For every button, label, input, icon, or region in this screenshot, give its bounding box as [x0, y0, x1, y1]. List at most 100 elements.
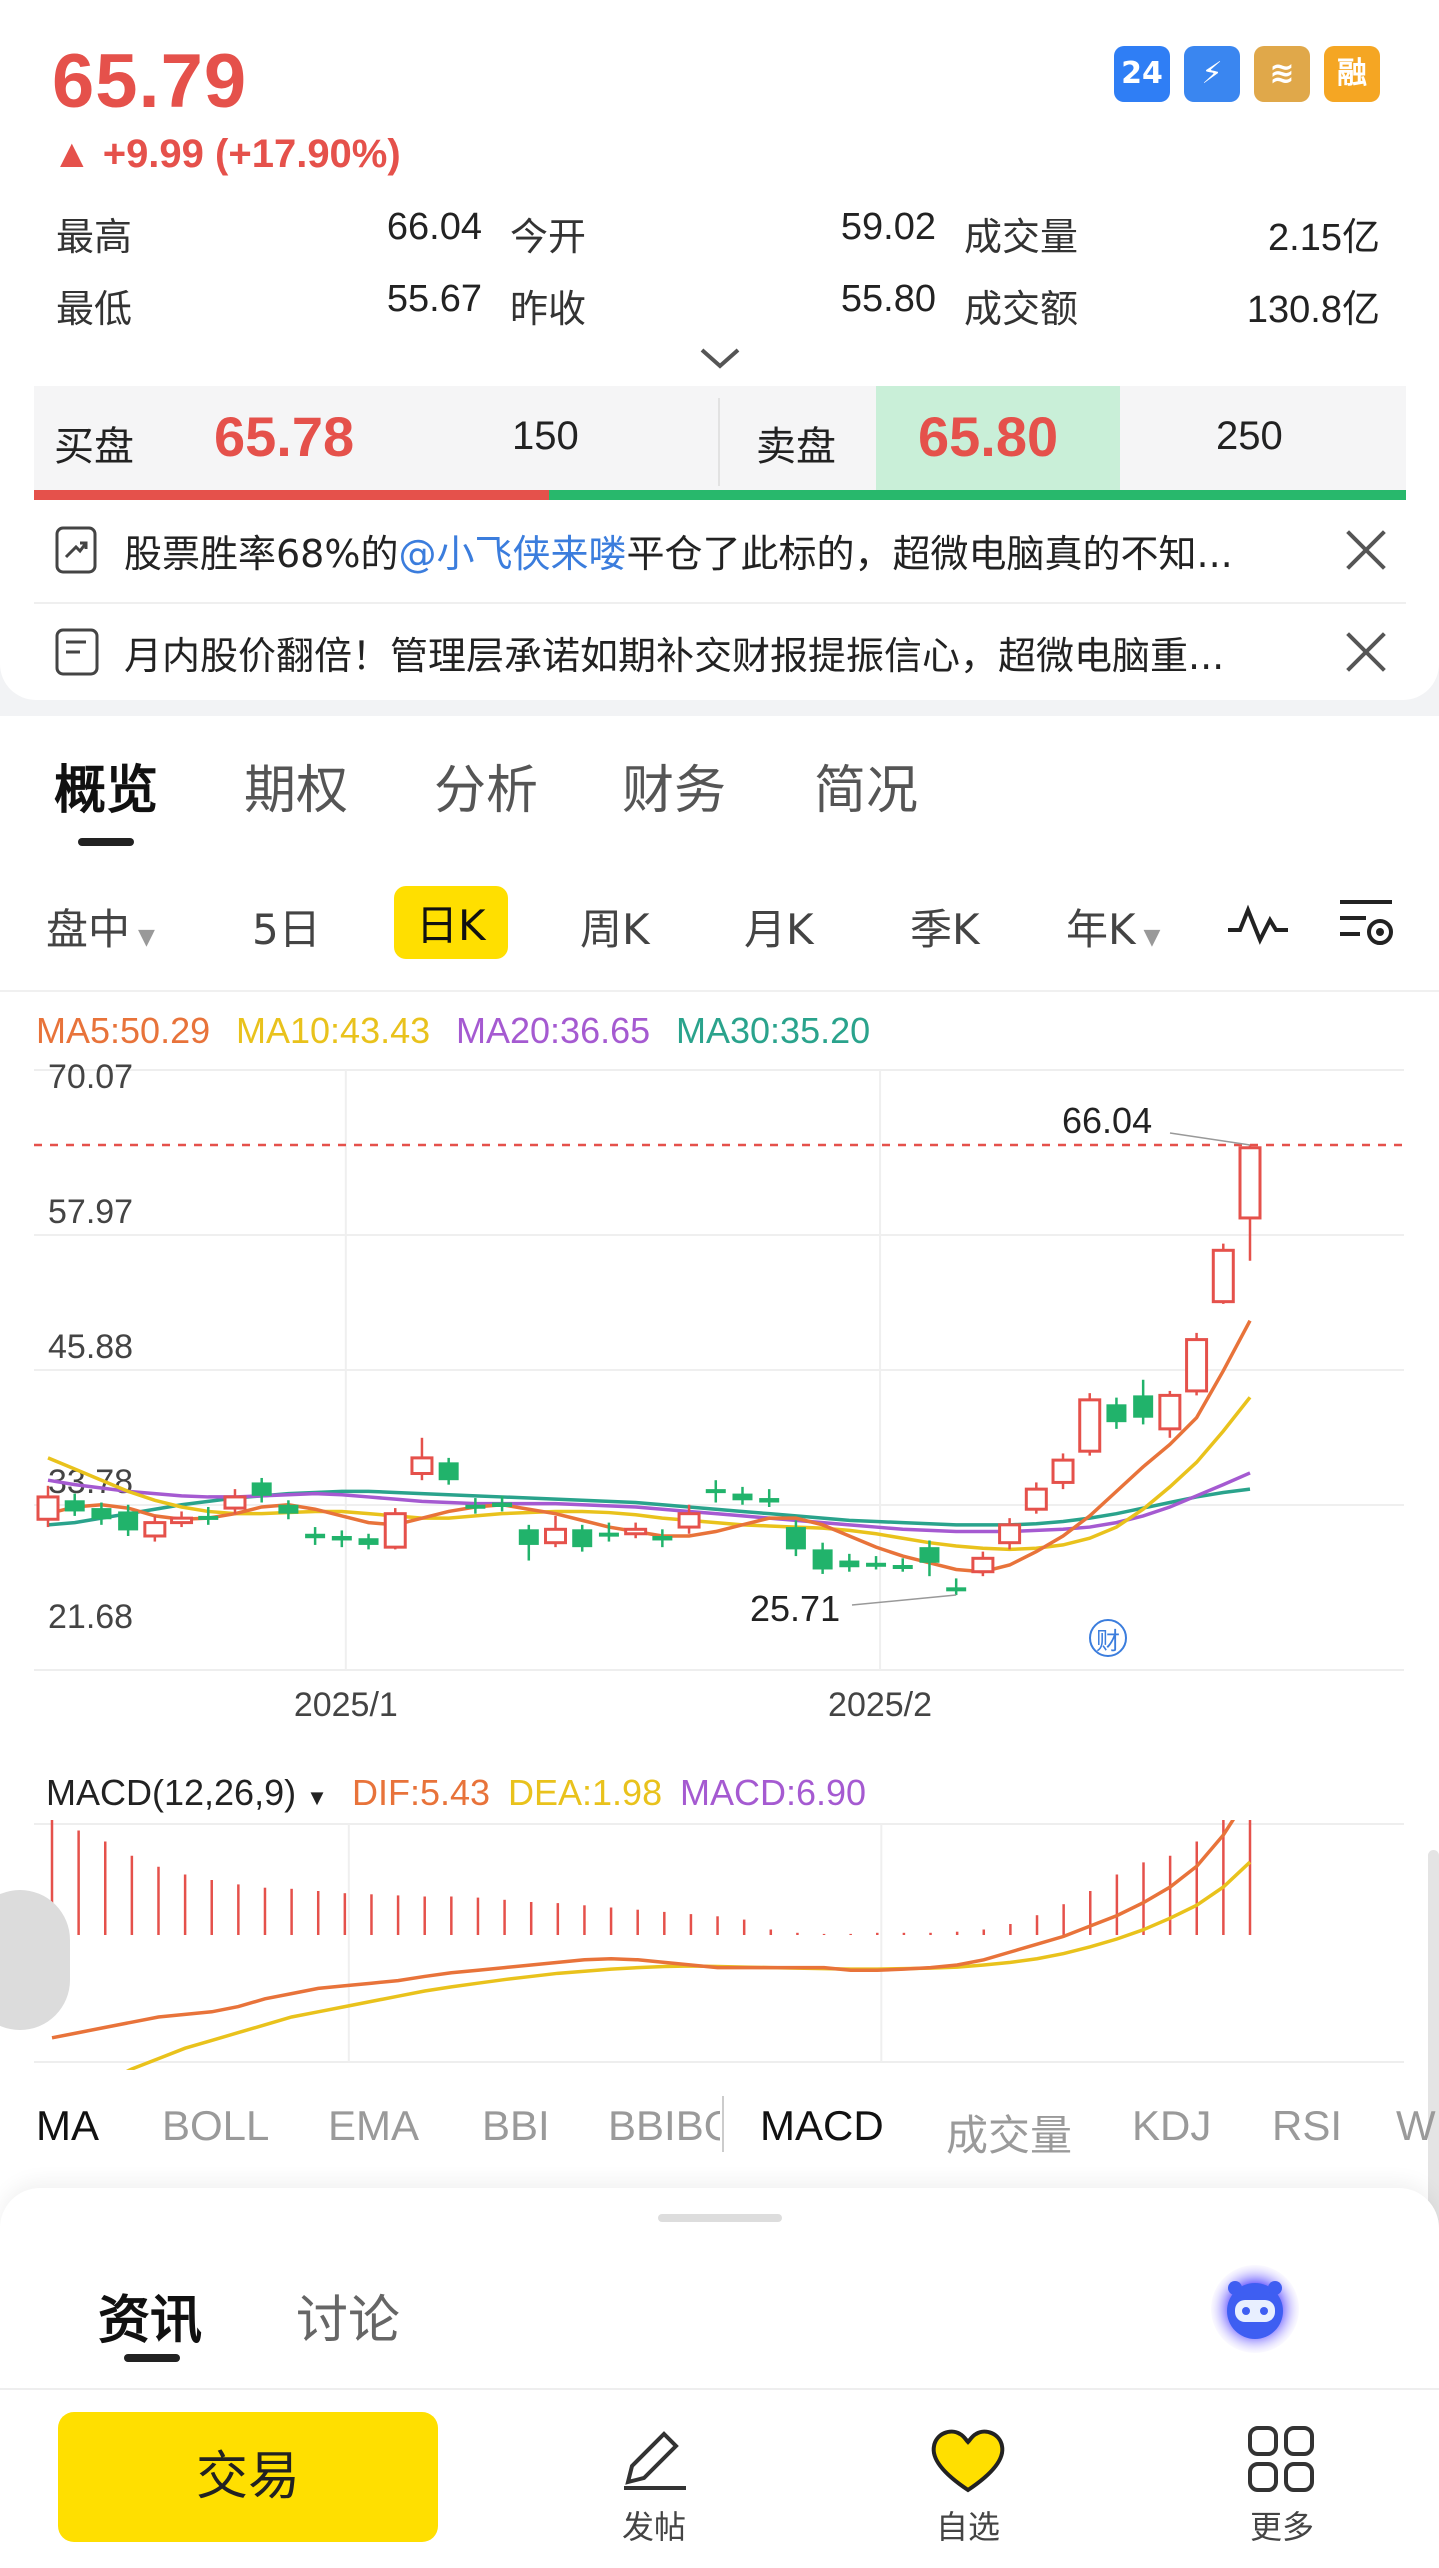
sheet-drag-handle[interactable]	[658, 2214, 782, 2222]
layers-badge-icon[interactable]: ≋	[1254, 46, 1310, 102]
chart-style-icon[interactable]	[1226, 900, 1290, 948]
candle-body	[1024, 1487, 1048, 1511]
candle-body	[812, 1549, 833, 1570]
indicator-ma[interactable]: MA	[36, 2102, 99, 2149]
ktab-week-k[interactable]: 周K	[580, 905, 650, 954]
pen-edit-icon[interactable]	[614, 2424, 694, 2494]
indicator-volume[interactable]: 成交量	[946, 2112, 1073, 2159]
indicator-rsi[interactable]: RSI	[1272, 2102, 1343, 2149]
news-document-icon	[55, 628, 99, 676]
last-price: 65.79	[52, 39, 248, 124]
candle-body	[1211, 1248, 1235, 1304]
ma30-legend: MA30:35.20	[676, 1010, 871, 1051]
indicator-kdj[interactable]: KDJ	[1132, 2102, 1212, 2149]
ktab-intraday[interactable]: 盘中 ▼	[46, 896, 155, 957]
chart-settings-icon[interactable]	[1336, 896, 1398, 952]
ktab-5day[interactable]: 5日	[252, 905, 321, 954]
candle-body	[971, 1556, 995, 1574]
indicator-bbi[interactable]: BBI	[482, 2102, 550, 2149]
ma10-line	[47, 1396, 1252, 1552]
candle-body	[198, 1515, 219, 1520]
indicator-boll[interactable]: BOLL	[162, 2102, 270, 2149]
notice-row[interactable]: 月内股价翻倍！管理层承诺如期补交财报提振信心，超微电脑重...	[34, 602, 1406, 702]
ai-assistant-robot-icon[interactable]	[1210, 2264, 1300, 2354]
macd-chart[interactable]	[0, 1820, 1439, 2070]
macd-value-legend: MACD:6.90	[680, 1772, 867, 1813]
macd-title-label: MACD(12,26,9)	[46, 1772, 297, 1813]
scrollbar[interactable]	[1428, 1850, 1439, 2410]
low-annotation: 25.71	[750, 1588, 840, 1629]
candle-body	[785, 1527, 806, 1550]
heart-watchlist-icon[interactable]	[928, 2426, 1008, 2496]
stat-label-low: 最低	[56, 287, 133, 331]
indicator-bbibo[interactable]: BBIBO	[608, 2102, 720, 2149]
lightning-badge-icon[interactable]: ⚡	[1184, 46, 1240, 102]
high-annotation-leader	[1169, 1132, 1251, 1146]
tab-analysis[interactable]: 分析	[434, 761, 539, 821]
candle-body	[170, 1516, 194, 1525]
bid-quantity: 150	[512, 414, 579, 458]
candle-body	[118, 1511, 139, 1531]
margin-badge-icon[interactable]: 融	[1324, 46, 1380, 102]
section-divider	[0, 990, 1439, 992]
stat-value-prev-close: 55.80	[840, 278, 936, 320]
ktab-year-k[interactable]: 年K ▼	[1066, 896, 1160, 957]
close-icon[interactable]	[1344, 630, 1388, 674]
dropdown-icon: ▼	[306, 1785, 328, 1810]
candle-body	[1158, 1393, 1182, 1431]
nav-watchlist-label[interactable]: 自选	[935, 2508, 1000, 2546]
notice-divider	[34, 602, 1406, 604]
notice-row[interactable]: 股票胜率68%的@小飞侠来喽平仓了此标的，超微电脑真的不知...	[34, 500, 1406, 600]
earnings-marker-glyph: 财	[1096, 1627, 1120, 1655]
candle-body	[598, 1532, 619, 1537]
candle-body	[544, 1527, 568, 1545]
ma10-legend: MA10:43.43	[236, 1010, 431, 1051]
candle-body	[438, 1462, 459, 1481]
tab-financials[interactable]: 财务	[622, 761, 727, 821]
ktab-day-k[interactable]: 日K	[394, 886, 508, 959]
candle-body	[1078, 1398, 1102, 1453]
candle-body	[1051, 1458, 1075, 1484]
stat-label-volume: 成交量	[964, 215, 1079, 259]
tab-profile[interactable]: 简况	[814, 761, 919, 821]
y-tick-label: 45.88	[48, 1328, 133, 1366]
floating-side-handle[interactable]	[0, 1890, 70, 2030]
grid-more-icon[interactable]	[1246, 2424, 1316, 2494]
indicator-ema[interactable]: EMA	[328, 2102, 420, 2149]
candle-body	[358, 1538, 379, 1545]
candle-body	[331, 1535, 352, 1541]
nav-more-label[interactable]: 更多	[1249, 2508, 1314, 2546]
candle-body	[143, 1521, 167, 1538]
candle-body	[1185, 1338, 1209, 1393]
dea-line	[125, 1860, 1252, 2070]
indicator-macd[interactable]: MACD	[760, 2102, 884, 2149]
ma20-line	[47, 1471, 1251, 1534]
y-tick-label: 57.97	[48, 1193, 133, 1231]
expand-chevron-down-icon[interactable]	[696, 344, 744, 372]
trade-button[interactable]: 交易	[58, 2412, 438, 2542]
indicator-w[interactable]: W	[1396, 2102, 1436, 2149]
macd-dif-legend: DIF:5.43	[352, 1772, 491, 1813]
candle-body	[919, 1547, 940, 1563]
macd-title[interactable]: MACD(12,26,9) ▼	[46, 1772, 328, 1814]
stat-label-open: 今开	[510, 215, 587, 259]
tab-overview[interactable]: 概览	[54, 761, 159, 821]
main-panel	[0, 716, 1439, 2246]
ask-price-highlight	[876, 386, 1120, 490]
24h-trading-badge-icon[interactable]: 24	[1114, 46, 1170, 102]
notice-mention-link[interactable]: @小飞侠来喽	[398, 531, 627, 576]
candle-body	[410, 1456, 434, 1476]
sheet-tab-discussion[interactable]: 讨论	[296, 2291, 401, 2351]
close-icon[interactable]	[1344, 528, 1388, 572]
ma5-line	[47, 1319, 1252, 1574]
sheet-tab-news[interactable]: 资讯	[98, 2291, 203, 2351]
ktab-quarter-k[interactable]: 季K	[910, 905, 980, 954]
macd-dea-legend: DEA:1.98	[508, 1772, 663, 1813]
candle-body	[1238, 1146, 1262, 1220]
candle-body	[465, 1504, 486, 1509]
tab-options[interactable]: 期权	[244, 761, 349, 821]
stat-value-turnover: 130.8亿	[1246, 289, 1380, 331]
nav-post-label[interactable]: 发帖	[621, 2508, 686, 2546]
ktab-month-k[interactable]: 月K	[744, 905, 814, 954]
